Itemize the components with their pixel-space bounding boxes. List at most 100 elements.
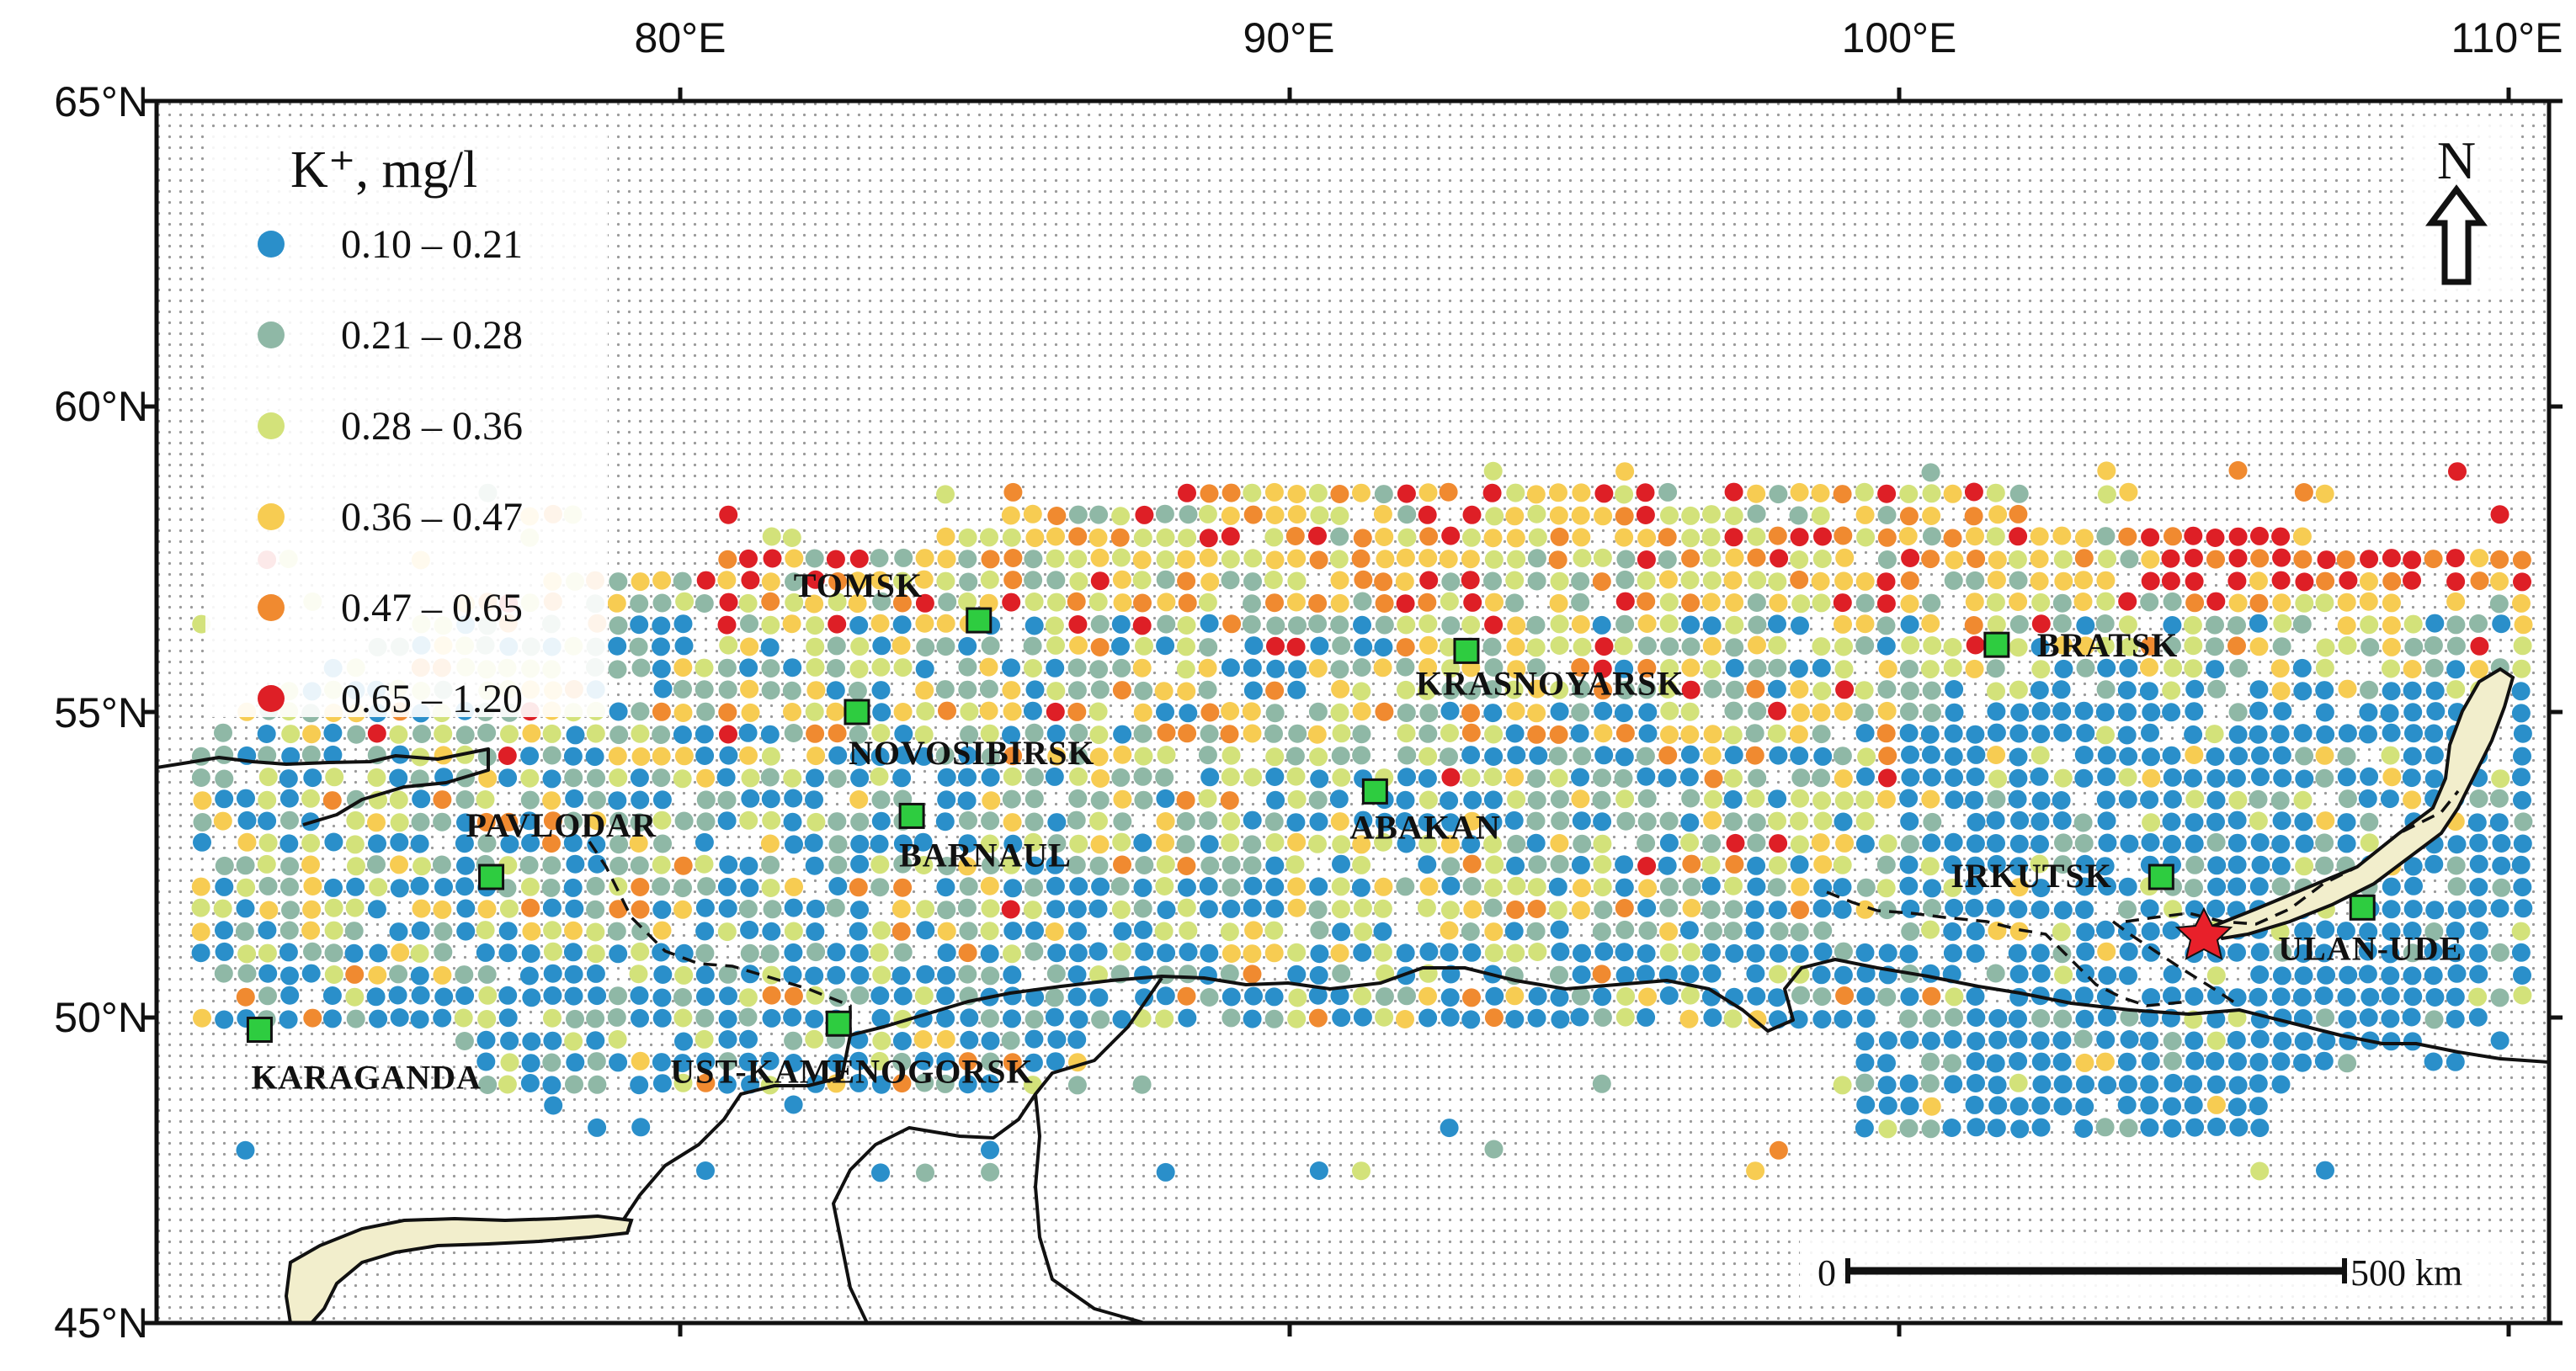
data-point — [1286, 767, 1306, 786]
data-point — [1594, 637, 1614, 656]
data-point — [301, 921, 321, 940]
data-point — [2030, 812, 2050, 832]
data-point — [609, 572, 628, 592]
data-point — [1506, 702, 1525, 720]
data-point — [1922, 704, 1941, 722]
data-point — [696, 812, 716, 832]
data-point — [936, 1009, 955, 1028]
data-point — [1812, 987, 1832, 1007]
data-point — [542, 769, 562, 789]
data-point — [1702, 660, 1722, 678]
data-point — [785, 549, 804, 568]
data-point — [1747, 504, 1766, 523]
data-point — [2403, 943, 2422, 963]
data-point — [695, 922, 715, 941]
data-point — [1945, 703, 1964, 722]
data-point — [1857, 747, 1876, 767]
data-point — [1680, 833, 1700, 853]
data-point — [2076, 636, 2095, 656]
data-point — [914, 1051, 934, 1071]
data-point — [1330, 943, 1349, 963]
data-point — [2074, 571, 2093, 590]
data-point — [696, 1161, 715, 1180]
data-point — [563, 943, 583, 962]
data-point — [433, 900, 452, 919]
data-point — [2031, 614, 2051, 634]
data-point — [760, 944, 780, 964]
data-point — [740, 614, 758, 633]
data-point — [1003, 922, 1023, 941]
data-point — [2227, 1008, 2247, 1028]
data-point — [1089, 725, 1109, 745]
data-point — [1375, 615, 1394, 635]
data-point — [346, 877, 365, 896]
data-point — [1351, 549, 1370, 568]
data-point — [2339, 965, 2358, 985]
data-point — [2271, 1075, 2291, 1094]
legend-swatch — [258, 321, 285, 348]
data-point — [828, 572, 848, 591]
data-point — [279, 1010, 298, 1029]
data-point — [2030, 571, 2049, 591]
data-point — [2009, 1073, 2028, 1092]
data-point — [519, 856, 539, 874]
data-point — [302, 725, 322, 744]
data-point — [2184, 1096, 2203, 1115]
data-point — [916, 900, 935, 919]
data-point — [1680, 813, 1700, 832]
data-point — [1659, 898, 1679, 917]
data-point — [697, 877, 716, 896]
data-point — [1725, 593, 1744, 612]
data-point — [2095, 636, 2115, 656]
data-point — [410, 966, 429, 986]
data-point — [2424, 746, 2444, 765]
data-point — [280, 857, 300, 876]
data-point — [1615, 855, 1634, 874]
data-point — [2272, 593, 2291, 613]
data-point — [2424, 658, 2444, 678]
data-point — [1288, 724, 1307, 743]
data-point — [2052, 702, 2072, 721]
data-point — [1395, 572, 1414, 592]
data-point — [1024, 571, 1043, 590]
data-point — [2470, 636, 2489, 656]
data-point — [434, 987, 454, 1007]
data-point — [935, 812, 955, 832]
data-point — [1965, 1095, 1984, 1114]
data-point — [2008, 550, 2027, 569]
north-label: N — [2437, 130, 2476, 190]
data-point — [1308, 614, 1328, 634]
data-point — [2206, 592, 2226, 611]
data-point — [1921, 964, 1940, 983]
scale-end-label: 500 km — [2350, 1252, 2462, 1294]
data-point — [1200, 724, 1219, 743]
data-point — [981, 636, 1000, 656]
data-point — [1637, 550, 1656, 569]
data-point — [1660, 701, 1679, 720]
data-point — [1373, 943, 1392, 962]
data-point — [1090, 548, 1110, 567]
data-point — [1461, 1010, 1481, 1029]
country-borders — [157, 747, 2549, 1323]
data-point — [1967, 812, 1986, 832]
data-point — [1504, 810, 1524, 830]
data-point — [2076, 724, 2095, 742]
data-point — [1067, 987, 1087, 1007]
data-point — [1440, 921, 1459, 940]
city-marker-pavlodar — [478, 864, 505, 890]
data-point — [477, 833, 497, 853]
data-point — [2074, 549, 2094, 568]
data-point — [1396, 790, 1415, 810]
data-point — [1090, 680, 1110, 699]
data-point — [784, 986, 803, 1006]
data-point — [1243, 944, 1262, 964]
data-point — [588, 1118, 607, 1137]
data-point — [1659, 986, 1679, 1005]
data-point — [674, 965, 694, 985]
data-point — [806, 943, 826, 962]
data-point — [784, 1095, 803, 1114]
data-point — [1769, 746, 1788, 765]
data-point — [1526, 922, 1546, 941]
data-point — [324, 921, 343, 940]
data-point — [1900, 615, 1919, 635]
